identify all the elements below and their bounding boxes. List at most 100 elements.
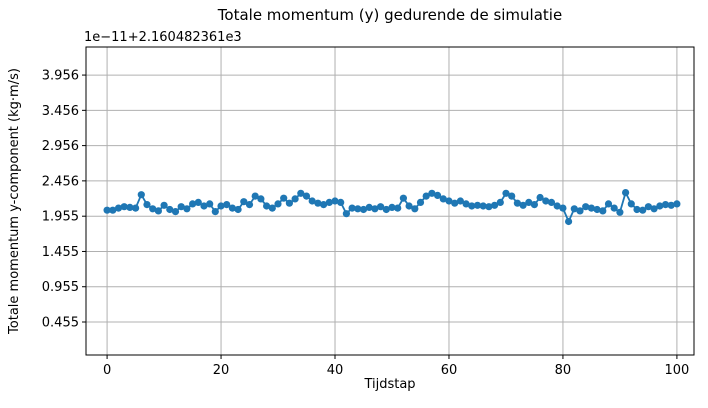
data-point-marker — [656, 202, 664, 210]
data-point-marker — [473, 201, 482, 209]
grid — [86, 47, 694, 355]
y-tick-label: 3.456 — [42, 104, 79, 119]
y-tick-label: 1.955 — [42, 210, 79, 225]
data-point-marker — [673, 200, 681, 208]
chart-title: Totale momentum (y) gedurende de simulat… — [217, 6, 563, 24]
y-tick-label: 3.956 — [42, 69, 79, 84]
data-point-marker — [650, 205, 658, 213]
data-point-marker — [263, 202, 271, 210]
data-point-marker — [536, 193, 544, 202]
data-point-marker — [171, 208, 180, 216]
data-point-marker — [308, 197, 316, 205]
data-point-marker — [456, 197, 464, 205]
data-point-marker — [189, 200, 197, 208]
data-point-marker — [428, 189, 436, 197]
data-point-marker — [462, 200, 470, 208]
data-point-marker — [217, 202, 225, 210]
data-point-marker — [513, 199, 522, 207]
data-point-marker — [285, 199, 293, 207]
data-point-marker — [587, 204, 596, 212]
data-point-marker — [445, 197, 453, 205]
data-point-marker — [479, 202, 487, 210]
data-point-marker — [576, 207, 584, 215]
data-point-marker — [240, 198, 248, 206]
data-point-marker — [411, 205, 419, 213]
data-point-marker — [228, 204, 236, 212]
x-axis-label: Tijdstap — [364, 377, 416, 392]
data-point-marker — [508, 192, 516, 200]
data-point-marker — [314, 199, 322, 207]
x-tick-label: 20 — [213, 363, 230, 378]
data-point-marker — [371, 205, 379, 213]
data-point-marker — [388, 203, 396, 211]
data-point-marker — [206, 200, 214, 208]
data-point-marker — [468, 202, 476, 210]
x-tick-label: 0 — [103, 363, 111, 378]
data-point-marker — [137, 191, 145, 199]
data-point-marker — [542, 197, 550, 205]
data-point-marker — [496, 198, 504, 206]
plot-border — [85, 46, 695, 356]
data-point-marker — [399, 194, 407, 202]
data-point-marker — [559, 204, 567, 212]
y-tick-label: 2.456 — [42, 174, 79, 189]
data-point-marker — [114, 204, 123, 212]
data-point-marker — [177, 203, 185, 211]
x-tick-label: 40 — [327, 363, 344, 378]
data-point-marker — [274, 200, 282, 208]
data-point-marker — [268, 204, 276, 212]
data-point-marker — [126, 203, 134, 211]
data-point-marker — [154, 207, 162, 215]
data-point-marker — [451, 199, 459, 207]
data-point-marker — [553, 202, 561, 210]
data-point-marker — [297, 189, 305, 197]
data-point-marker — [599, 207, 607, 215]
data-point-marker — [365, 203, 373, 211]
data-point-marker — [610, 204, 618, 212]
data-point-marker — [223, 201, 231, 209]
data-point-marker — [103, 206, 111, 214]
data-point-marker — [160, 201, 168, 209]
y-tick-label: 1.455 — [42, 245, 79, 260]
data-point-marker — [291, 195, 299, 203]
y-tick-label: 2.956 — [42, 139, 79, 154]
data-series — [103, 189, 681, 226]
data-point-marker — [633, 205, 641, 214]
data-point-marker — [143, 201, 151, 209]
data-point-marker — [525, 198, 533, 206]
data-point-marker — [149, 205, 157, 213]
data-point-marker — [422, 192, 430, 200]
data-point-marker — [639, 206, 647, 214]
y-tick-label: 0.955 — [42, 280, 79, 295]
data-point-marker — [245, 201, 254, 209]
data-point-marker — [183, 205, 191, 213]
data-point-marker — [348, 204, 356, 212]
data-point-marker — [325, 198, 333, 206]
y-axis-label: Totale momentum y-component (kg·m/s) — [7, 68, 22, 334]
data-point-marker — [377, 203, 385, 211]
data-point-marker — [434, 191, 442, 199]
data-point-marker — [547, 198, 556, 206]
data-point-marker — [109, 206, 117, 214]
data-point-marker — [280, 194, 288, 202]
data-point-marker — [257, 195, 265, 203]
data-point-marker — [530, 201, 539, 209]
data-point-marker — [661, 201, 670, 209]
data-point-marker — [604, 200, 613, 208]
data-point-marker — [485, 203, 493, 211]
data-point-marker — [320, 201, 328, 209]
data-point-marker — [331, 197, 339, 205]
data-point-marker — [120, 203, 128, 211]
data-point-marker — [302, 192, 311, 200]
y-axis-offset-text: 1e−11+2.160482361e3 — [84, 30, 242, 45]
data-point-marker — [644, 203, 653, 211]
x-tick-label: 60 — [441, 363, 458, 378]
data-point-marker — [491, 201, 499, 209]
data-point-marker — [200, 202, 208, 210]
data-point-marker — [132, 204, 140, 212]
data-point-marker — [405, 202, 413, 210]
data-point-marker — [166, 205, 174, 214]
data-point-marker — [627, 200, 635, 208]
